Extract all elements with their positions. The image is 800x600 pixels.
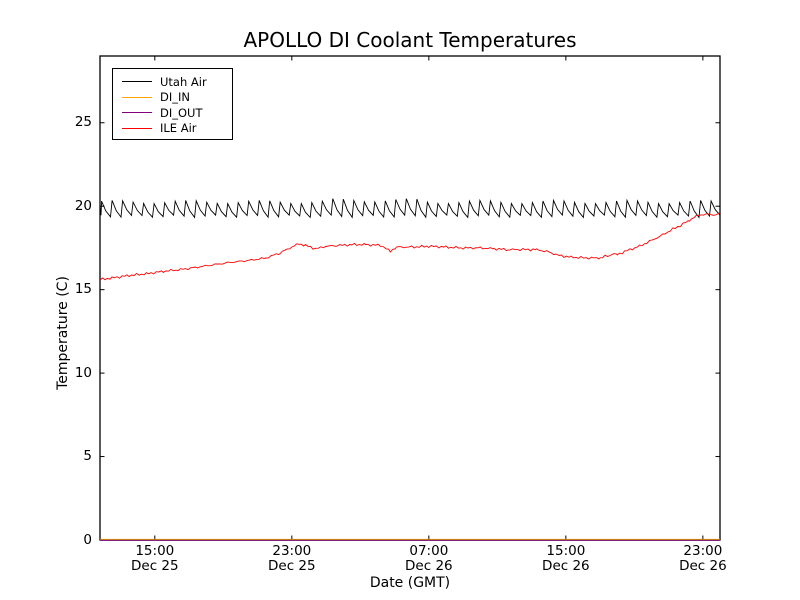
series-ile-air-line: [99, 211, 721, 281]
y-tick-label: 0: [83, 531, 92, 548]
y-tick-label: 20: [74, 197, 92, 214]
x-tick-time: 15:00: [135, 543, 175, 559]
x-tick-time: 15:00: [546, 543, 586, 559]
x-tick-date: Dec 25: [268, 557, 316, 574]
legend-line-sample: [122, 96, 152, 98]
x-tick-label: 15:00 Dec 26: [516, 544, 616, 573]
legend-entry: ILE Air: [122, 121, 232, 137]
y-tick-label: 25: [74, 114, 92, 131]
legend-label: Utah Air: [160, 74, 207, 89]
y-tick-label: 15: [74, 281, 92, 298]
x-tick-label: 15:00 Dec 25: [105, 544, 205, 573]
legend: Utah Air DI_IN DI_OUT ILE Air: [112, 68, 233, 140]
x-tick-time: 23:00: [272, 543, 312, 559]
x-tick-label: 23:00 Dec 25: [242, 544, 342, 573]
legend-entry: DI_OUT: [122, 105, 232, 121]
legend-line-sample: [122, 112, 152, 114]
legend-label: ILE Air: [160, 121, 197, 136]
series-utah-air-line: [99, 198, 721, 219]
y-axis-label: Temperature (C): [55, 276, 71, 390]
x-tick-date: Dec 26: [405, 557, 453, 574]
x-tick-date: Dec 26: [679, 557, 727, 574]
legend-label: DI_IN: [160, 90, 190, 105]
legend-label: DI_OUT: [160, 105, 203, 120]
legend-line-sample: [122, 81, 152, 83]
x-tick-time: 07:00: [409, 543, 449, 559]
x-tick-date: Dec 26: [542, 557, 590, 574]
x-tick-label: 07:00 Dec 26: [379, 544, 479, 573]
legend-entry: DI_IN: [122, 90, 232, 106]
legend-entry: Utah Air: [122, 74, 232, 90]
x-tick-label: 23:00 Dec 26: [653, 544, 753, 573]
legend-line-sample: [122, 127, 152, 129]
x-tick-time: 23:00: [683, 543, 723, 559]
x-axis-label: Date (GMT): [369, 575, 451, 591]
y-tick-label: 10: [74, 364, 92, 381]
x-tick-date: Dec 25: [131, 557, 179, 574]
chart-title: APOLLO DI Coolant Temperatures: [243, 28, 577, 52]
y-tick-label: 5: [83, 448, 92, 465]
